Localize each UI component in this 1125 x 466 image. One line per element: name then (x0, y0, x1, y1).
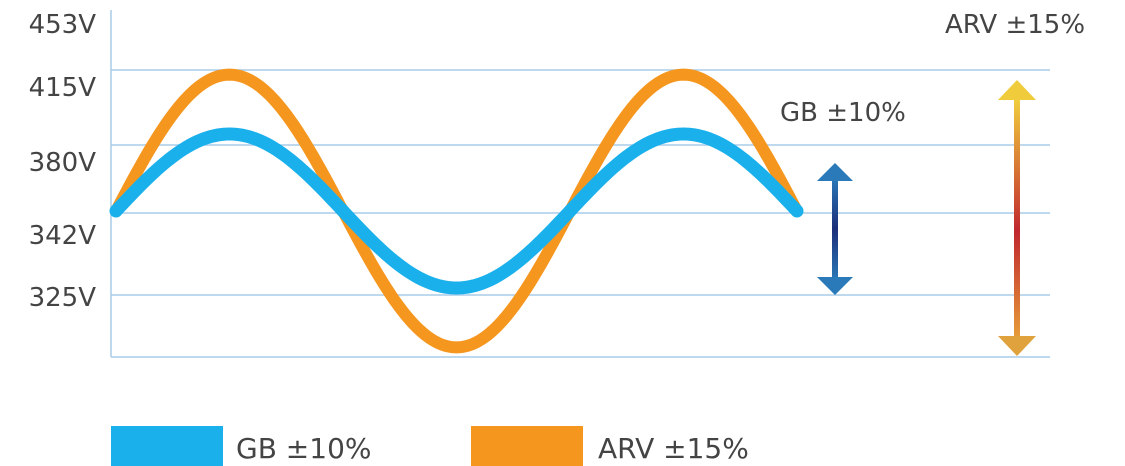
legend-label-gb: GB ±10% (236, 432, 372, 465)
arv-arrow-shaft (1014, 96, 1020, 342)
arv-arrow-head-down (998, 336, 1036, 356)
gb-arrow-head-down (817, 277, 853, 295)
series-line-gb (109, 127, 804, 295)
arv-range-label: ARV ±15% (945, 10, 1085, 40)
legend: GB ±10% ARV ±15% (111, 426, 749, 466)
series-line-arv (110, 68, 803, 354)
gb-arrow-shaft (832, 178, 838, 280)
gb-range-label: GB ±10% (780, 98, 906, 128)
arv-arrow-head-up (998, 80, 1036, 100)
y-tick-380: 380V (29, 148, 97, 178)
gb-arrow-head-up (817, 163, 853, 181)
legend-swatch-arv (471, 426, 583, 466)
gb-range-arrow (817, 163, 853, 295)
legend-label-arv: ARV ±15% (598, 432, 749, 465)
y-tick-labels: 453V 415V 380V 342V 325V (29, 10, 97, 313)
arv-range-arrow (998, 80, 1036, 356)
y-tick-453: 453V (29, 10, 97, 40)
y-tick-415: 415V (29, 73, 97, 103)
y-tick-342: 342V (29, 221, 97, 251)
y-tick-325: 325V (29, 283, 97, 313)
gridlines (111, 69, 1050, 358)
legend-swatch-gb (111, 426, 223, 466)
